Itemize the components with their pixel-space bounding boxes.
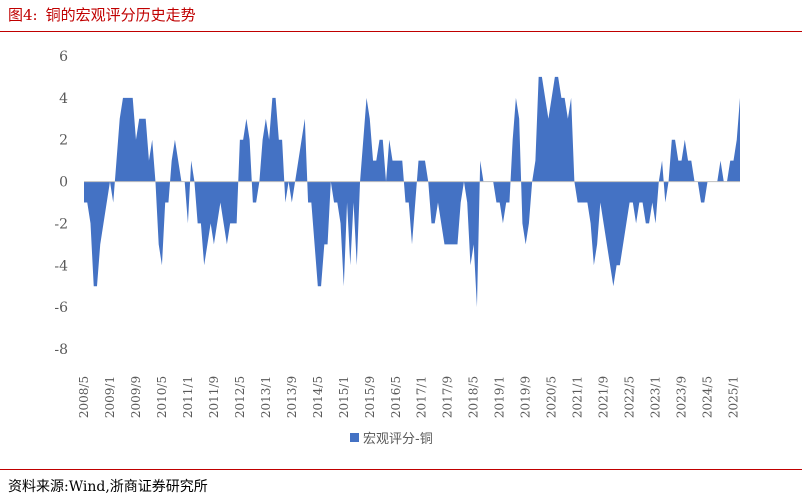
y-tick-label: 2 [59,133,68,149]
x-tick: 2019/1 [493,376,507,418]
x-tick: 2021/9 [597,376,611,418]
x-tick-label: 2022/5 [623,376,637,418]
source-note: 资料来源:Wind,浙商证券研究所 [8,479,208,495]
legend-label: 宏观评分-铜 [363,432,433,447]
series-area-macro-score [84,76,740,308]
x-tick: 2021/1 [571,376,585,418]
legend: 宏观评分-铜 [350,432,433,447]
y-tick-label: 0 [59,175,68,191]
y-axis: 6 4 2 0 -2 -4 -6 -8 [54,49,68,358]
x-tick: 2024/5 [701,376,715,418]
x-tick: 2025/1 [727,376,741,418]
x-tick-label: 2020/5 [545,376,559,418]
x-tick: 2020/5 [545,376,559,418]
y-tick-label: -4 [54,258,68,274]
x-tick: 2017/1 [415,376,429,418]
x-tick-label: 2015/9 [363,376,377,418]
x-tick-label: 2008/5 [77,376,91,418]
top-rule [0,31,802,32]
x-tick: 2016/5 [389,376,403,418]
y-tick-label: -6 [54,300,68,316]
x-tick-label: 2015/1 [337,376,351,418]
x-tick-label: 2011/9 [207,376,221,418]
x-tick: 2022/5 [623,376,637,418]
figure-title: 图4: 铜的宏观评分历史走势 [8,4,196,25]
x-tick-label: 2011/1 [181,376,195,418]
x-tick: 2017/9 [441,376,455,418]
x-tick-label: 2016/5 [389,376,403,418]
x-tick-label: 2025/1 [727,376,741,418]
x-tick-label: 2019/9 [519,376,533,418]
y-tick-label: -2 [54,216,68,232]
x-axis: 2008/5 2009/1 2009/9 2010/5 2011/1 2011/9 2012… [77,376,741,418]
x-tick-label: 2017/9 [441,376,455,418]
x-tick: 2023/9 [675,376,689,418]
x-tick: 2008/5 [77,376,91,418]
y-tick-label: -8 [54,342,68,358]
x-tick-label: 2013/1 [259,376,273,418]
x-tick-label: 2021/1 [571,376,585,418]
x-tick-label: 2009/1 [103,376,117,418]
x-tick-label: 2017/1 [415,376,429,418]
legend-swatch [350,433,359,442]
x-tick-label: 2009/9 [129,376,143,418]
x-tick: 2009/9 [129,376,143,418]
x-tick: 2013/9 [285,376,299,418]
x-tick-label: 2012/5 [233,376,247,418]
x-tick-label: 2024/5 [701,376,715,418]
x-tick-label: 2019/1 [493,376,507,418]
figure-title-text: 铜的宏观评分历史走势 [45,6,196,24]
x-tick: 2011/9 [207,376,221,418]
y-tick-label: 6 [59,49,68,65]
x-tick: 2018/5 [467,376,481,418]
y-tick-label: 4 [59,91,68,107]
x-tick: 2011/1 [181,376,195,418]
x-tick: 2019/9 [519,376,533,418]
bottom-rule [0,469,802,470]
x-tick: 2013/1 [259,376,273,418]
x-tick: 2009/1 [103,376,117,418]
x-tick-label: 2013/9 [285,376,299,418]
plot-area [83,76,741,308]
area-chart: 6 4 2 0 -2 -4 -6 -8 2008/5 2009/1 2009/9 2010/5 201… [54,49,741,447]
x-tick-label: 2021/9 [597,376,611,418]
x-tick-label: 2010/5 [155,376,169,418]
x-tick: 2015/1 [337,376,351,418]
x-tick-label: 2023/9 [675,376,689,418]
x-tick: 2014/5 [311,376,325,418]
x-tick: 2023/1 [649,376,663,418]
figure-label: 图4: [8,6,38,24]
x-tick-label: 2014/5 [311,376,325,418]
x-tick: 2012/5 [233,376,247,418]
x-tick: 2010/5 [155,376,169,418]
x-tick-label: 2023/1 [649,376,663,418]
x-tick-label: 2018/5 [467,376,481,418]
x-tick: 2015/9 [363,376,377,418]
